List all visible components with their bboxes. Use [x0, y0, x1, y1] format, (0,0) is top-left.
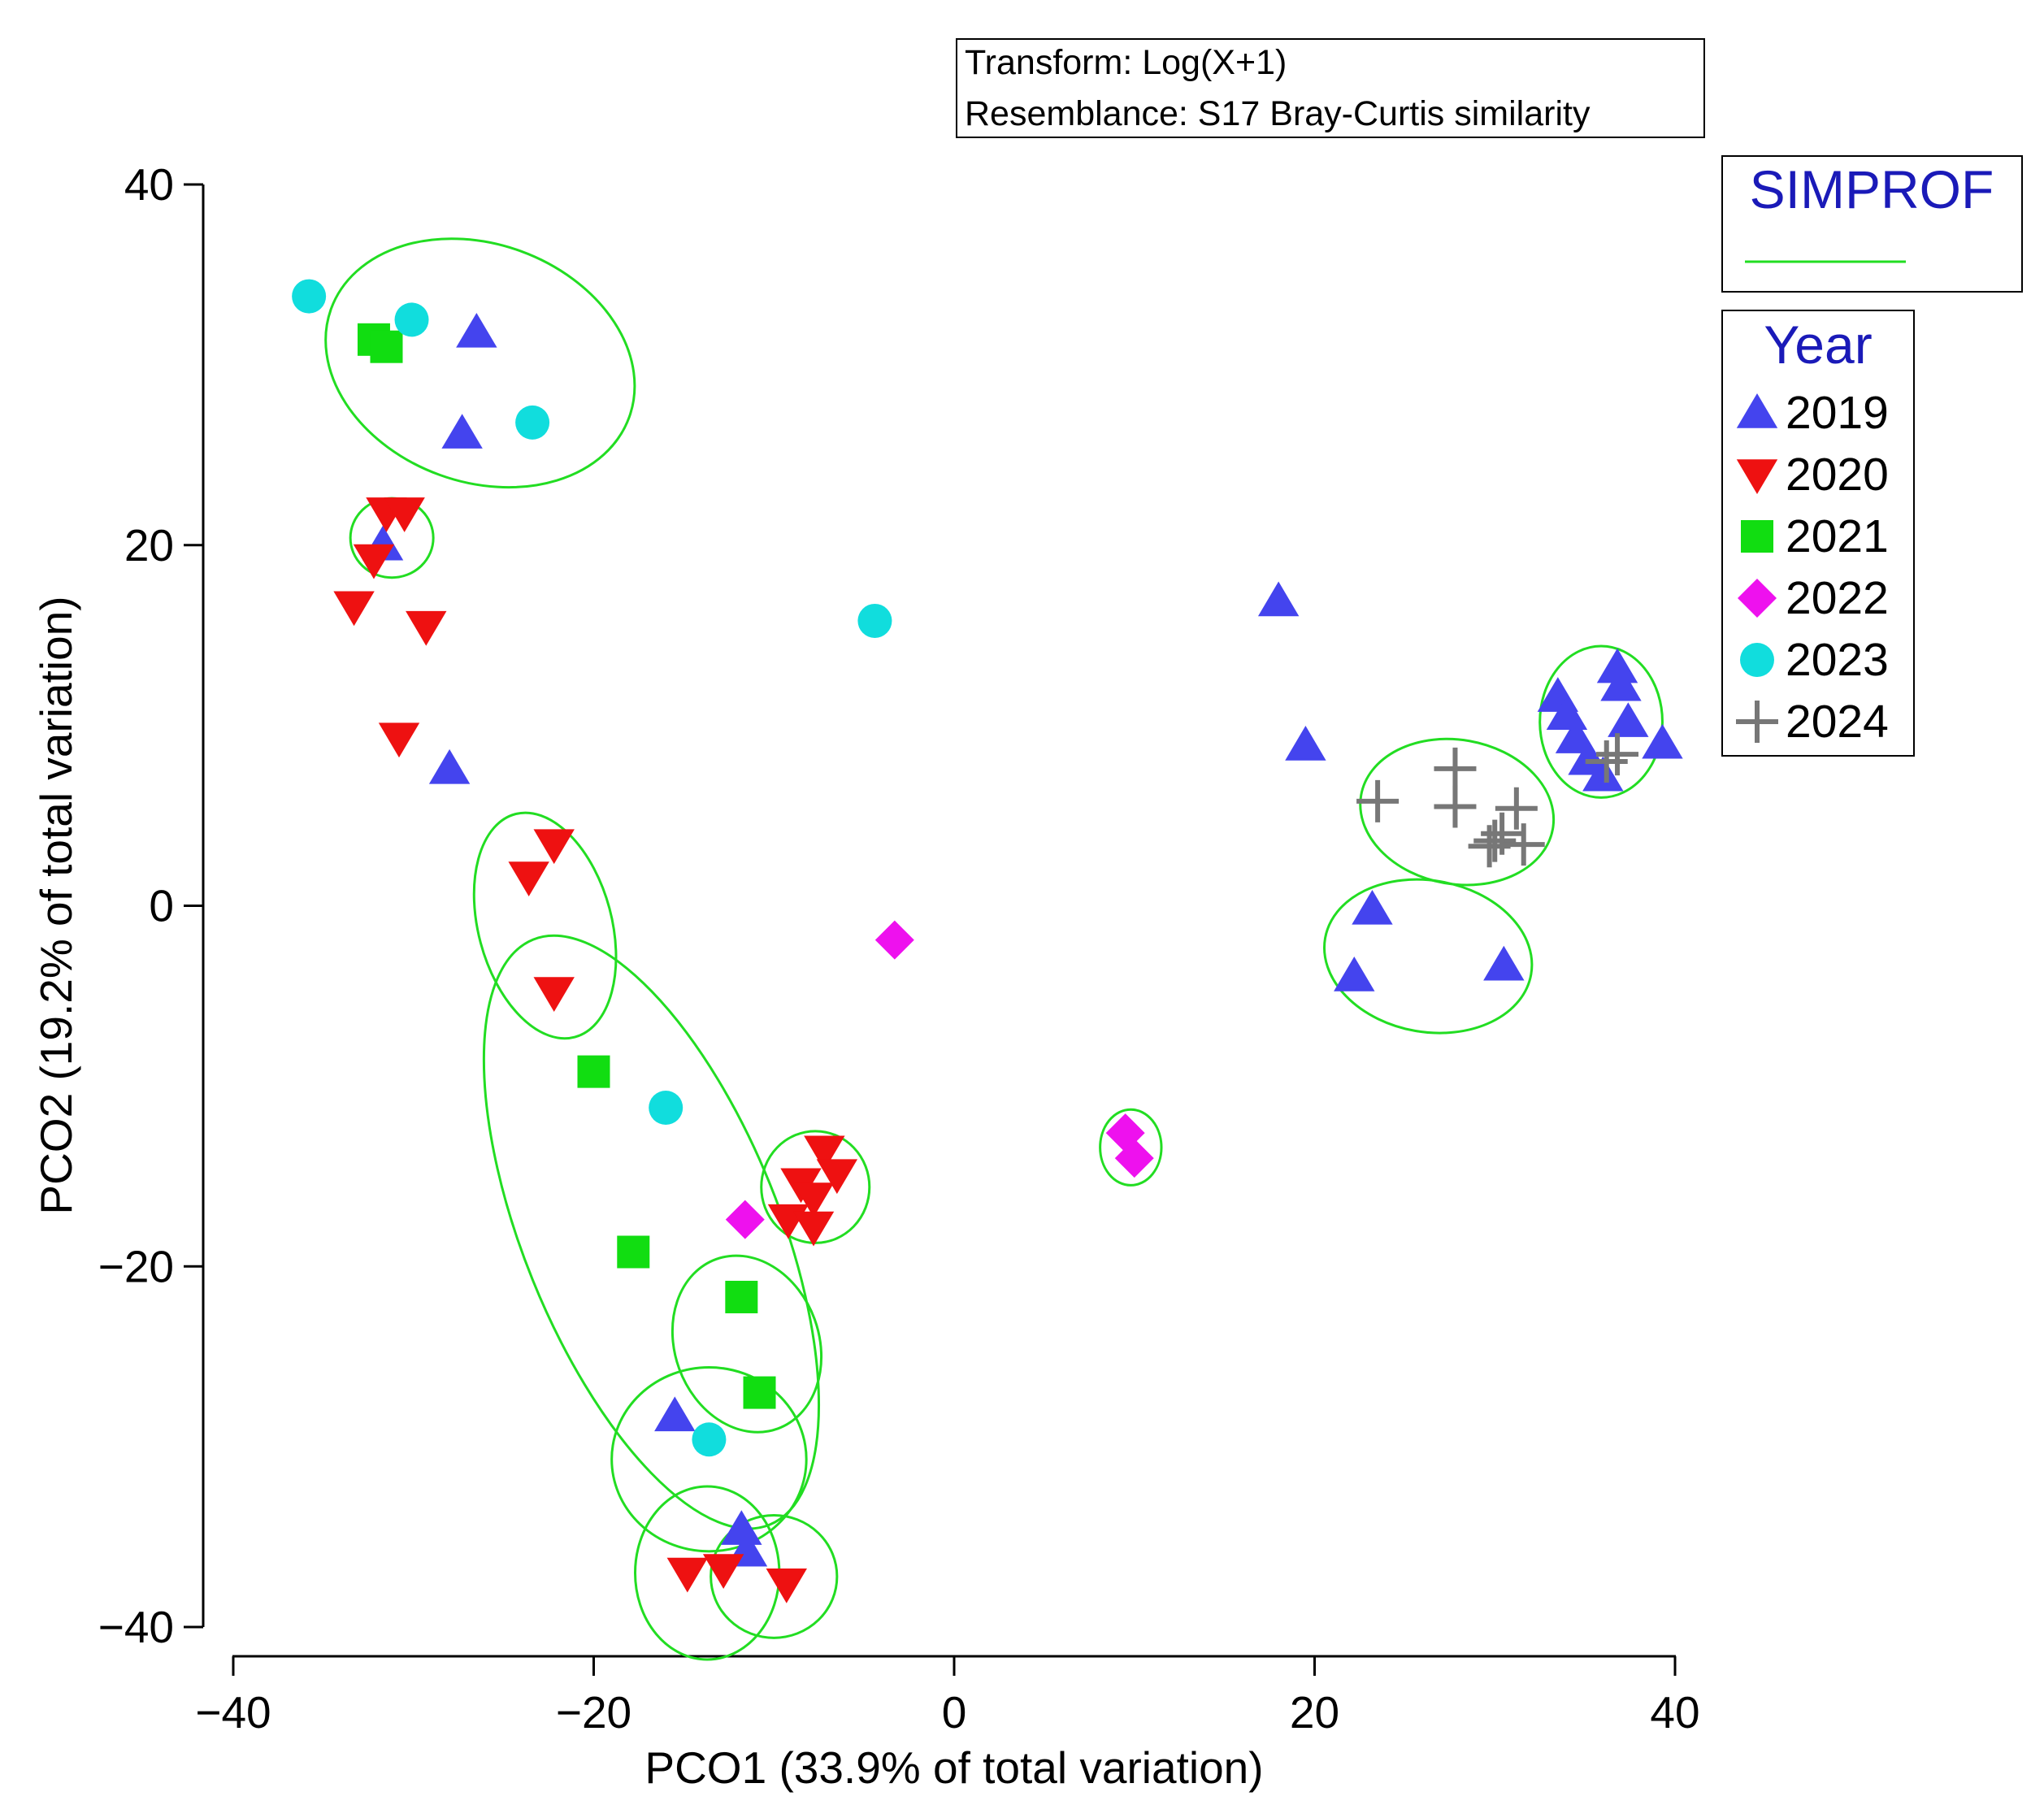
point-2024 [1495, 787, 1538, 830]
point-2019 [654, 1396, 696, 1432]
simprof-ellipse [1538, 644, 1664, 799]
point-2020 [804, 1135, 845, 1171]
point-2021 [743, 1376, 776, 1409]
x-tick-label: −40 [195, 1687, 271, 1738]
legend-marker-2019 [1736, 393, 1778, 428]
point-2020 [792, 1182, 835, 1217]
simprof-legend: SIMPROF [1721, 155, 2023, 293]
legend-label-2021: 2021 [1786, 510, 1889, 562]
point-2024 [1585, 740, 1628, 783]
legend-label-2023: 2023 [1786, 634, 1889, 686]
info-box: Transform: Log(X+1) Resemblance: S17 Bra… [956, 38, 1705, 138]
legend-marker-2023 [1740, 643, 1774, 677]
year-legend: Year 2019 2020 2021 2022 2023 2024 [1721, 310, 1915, 757]
point-2020 [702, 1554, 744, 1589]
point-2019 [1257, 581, 1300, 617]
point-2024 [1434, 785, 1477, 828]
x-tick-label: 20 [1290, 1687, 1339, 1738]
point-2024 [1481, 812, 1524, 855]
point-2020 [792, 1211, 835, 1247]
y-tick-label: −40 [98, 1602, 174, 1652]
point-2019 [721, 1510, 762, 1545]
simprof-ellipse [634, 1485, 781, 1661]
point-2019 [1285, 726, 1326, 761]
point-2023 [515, 405, 550, 440]
point-2019 [1596, 648, 1638, 683]
legend-title: Year [1764, 315, 1872, 375]
legend-marker-2021 [1741, 520, 1773, 553]
y-axis-label: PCO2 (19.2% of total variation) [31, 596, 81, 1214]
x-tick-label: 40 [1650, 1687, 1699, 1738]
simprof-ellipse [324, 237, 636, 489]
x-axis-label: PCO1 (33.9% of total variation) [644, 1742, 1263, 1793]
info-transform: Transform: Log(X+1) [965, 43, 1287, 82]
point-2019 [1334, 957, 1375, 991]
point-2024 [1473, 819, 1517, 862]
point-2020 [533, 829, 575, 865]
point-2023 [292, 279, 327, 314]
simprof-ellipse [610, 1366, 808, 1553]
point-2019 [456, 312, 497, 348]
point-2020 [406, 610, 447, 646]
y-tick-label: 40 [124, 159, 174, 210]
point-2022 [874, 920, 914, 960]
point-2019 [428, 748, 471, 784]
point-2022 [725, 1200, 765, 1239]
point-2023 [857, 603, 892, 638]
simprof-groups [324, 237, 1664, 1661]
point-2023 [649, 1091, 684, 1125]
point-2021 [577, 1055, 610, 1088]
point-2019 [1608, 702, 1649, 737]
y-tick-label: 0 [149, 881, 174, 931]
y-tick-label: 20 [124, 520, 174, 571]
simprof-ellipse [472, 811, 618, 1040]
legend-label-2019: 2019 [1786, 387, 1889, 439]
point-2021 [617, 1235, 650, 1269]
point-2021 [370, 330, 403, 363]
x-tick-label: 0 [942, 1687, 967, 1738]
point-2020 [384, 497, 425, 532]
simprof-ellipse [710, 1513, 839, 1639]
x-tick-label: −20 [556, 1687, 631, 1738]
point-2020 [766, 1569, 807, 1603]
point-2020 [816, 1159, 858, 1195]
point-2021 [725, 1280, 758, 1313]
point-2019 [1582, 756, 1624, 792]
point-2020 [378, 722, 420, 758]
y-tick-label: −20 [98, 1241, 174, 1291]
point-2024 [1596, 733, 1639, 776]
point-2020 [533, 977, 575, 1012]
point-2024 [1502, 823, 1545, 866]
point-2019 [1642, 723, 1683, 759]
point-2019 [1600, 666, 1642, 701]
point-2022 [1114, 1139, 1154, 1178]
legend-label-2022: 2022 [1786, 572, 1889, 624]
legend-label-2024: 2024 [1786, 696, 1889, 748]
point-2020 [333, 591, 375, 627]
legend-marker-2024 [1736, 701, 1778, 743]
simprof-ellipse [670, 1254, 823, 1434]
point-2020 [666, 1557, 709, 1593]
legend-marker-2020 [1736, 459, 1778, 494]
point-2023 [394, 302, 429, 337]
simprof-title: SIMPROF [1750, 159, 1994, 219]
point-2020 [353, 544, 395, 579]
legend-marker-2022 [1738, 579, 1777, 618]
point-2019 [441, 414, 483, 449]
point-2019 [1483, 945, 1525, 981]
point-2023 [692, 1422, 727, 1457]
data-points [292, 279, 1683, 1603]
simprof-ellipse [1099, 1108, 1163, 1187]
point-2020 [508, 861, 549, 896]
point-2024 [1356, 779, 1400, 822]
info-resemblance: Resemblance: S17 Bray-Curtis similarity [965, 94, 1591, 133]
axes: PCO1 (33.9% of total variation) PCO2 (19… [31, 159, 1700, 1793]
point-2019 [1352, 889, 1393, 925]
point-2024 [1434, 747, 1477, 790]
simprof-ellipse [482, 934, 821, 1530]
legend-label-2020: 2020 [1786, 449, 1889, 501]
simprof-ellipse [1359, 737, 1556, 887]
